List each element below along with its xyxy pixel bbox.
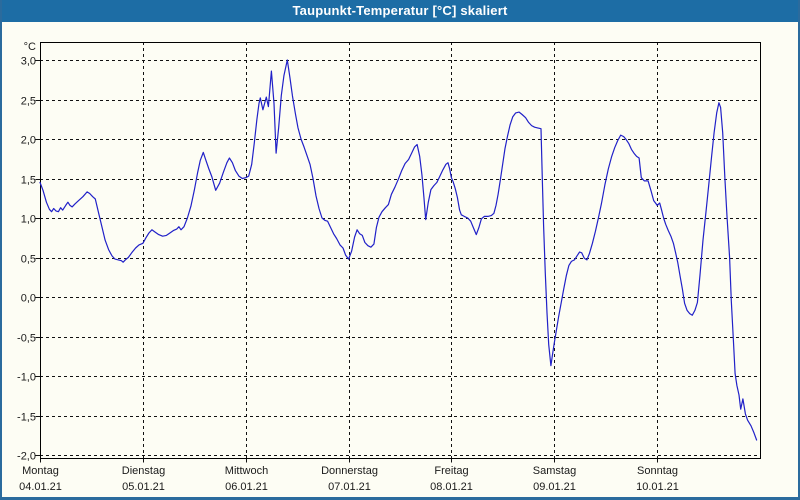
x-axis-weekday-label: Donnerstag <box>321 465 378 477</box>
x-axis-date-label: 08.01.21 <box>430 481 473 493</box>
y-axis-tick-label: -1,5 <box>17 412 36 424</box>
y-axis-tick-label: -1,0 <box>17 372 36 384</box>
plot-border <box>40 42 761 459</box>
x-axis-date-label: 04.01.21 <box>19 481 62 493</box>
y-axis-tick-label: 0,0 <box>21 293 36 305</box>
y-axis-tick-label: 0,5 <box>21 254 36 266</box>
x-axis-date-label: 09.01.21 <box>533 481 576 493</box>
x-axis-date-label: 10.01.21 <box>636 481 679 493</box>
y-axis-tick-label: 2,0 <box>21 135 36 147</box>
y-axis-unit-label: °C <box>24 41 36 53</box>
x-axis-date-label: 07.01.21 <box>328 481 371 493</box>
y-axis-tick-label: 2,5 <box>21 96 36 108</box>
x-axis-weekday-label: Montag <box>22 465 59 477</box>
y-axis-tick-label: -2,0 <box>17 451 36 463</box>
y-axis-tick-label: 1,0 <box>21 214 36 226</box>
x-axis-weekday-label: Sonntag <box>637 465 678 477</box>
x-axis-date-label: 05.01.21 <box>122 481 165 493</box>
window-title-bar: Taupunkt-Temperatur [°C] skaliert <box>2 0 798 22</box>
y-axis-tick-label: 1,5 <box>21 175 36 187</box>
y-axis-tick-label: -0,5 <box>17 333 36 345</box>
y-axis-tick-label: 3,0 <box>21 56 36 68</box>
window-title: Taupunkt-Temperatur [°C] skaliert <box>292 3 508 18</box>
x-axis-weekday-label: Freitag <box>434 465 468 477</box>
x-axis-weekday-label: Dienstag <box>122 465 165 477</box>
series-line <box>39 59 758 441</box>
x-axis-weekday-label: Mittwoch <box>225 465 268 477</box>
x-axis-weekday-label: Samstag <box>533 465 576 477</box>
x-axis-date-label: 06.01.21 <box>225 481 268 493</box>
